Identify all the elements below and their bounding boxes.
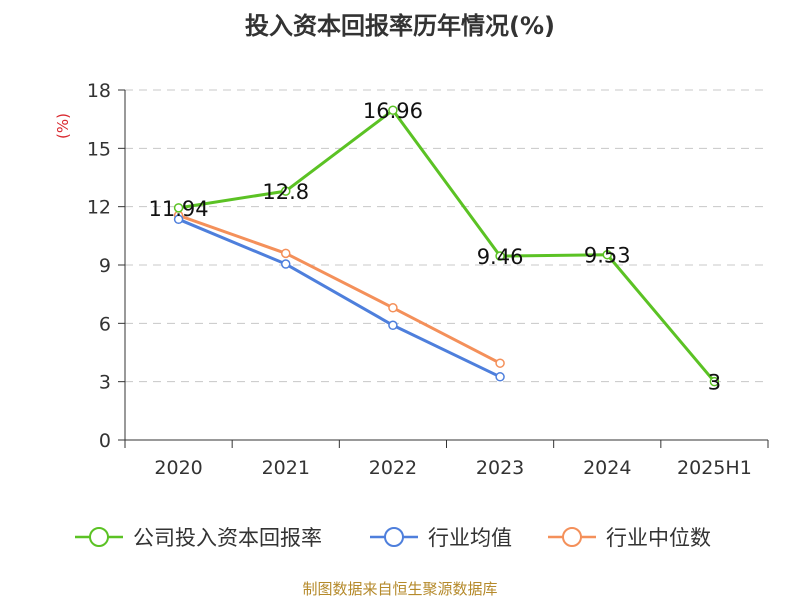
- series-line-2: [178, 214, 501, 365]
- legend-item-average: 行业均值: [370, 526, 512, 550]
- legend-item-company: 公司投入资本回报率: [75, 526, 322, 550]
- data-point-0-2: [388, 105, 398, 115]
- data-point-0-4: [602, 249, 612, 260]
- y-tick-label-6: 6: [99, 313, 111, 335]
- legend-marker-0: [89, 527, 109, 547]
- legend-label-2: 行业中位数: [606, 526, 711, 550]
- y-tick-label-9: 9: [99, 255, 111, 277]
- data-point-1-2: [388, 320, 398, 331]
- data-label-2023: 9.46: [477, 245, 524, 269]
- y-tick-label-0: 0: [99, 430, 111, 452]
- legend-marker-1: [384, 527, 404, 547]
- y-axis-label: (%): [54, 113, 72, 139]
- legend-marker-2: [562, 527, 582, 547]
- data-point-0-3: [495, 251, 505, 261]
- chart-title: 投入资本回报率历年情况(%): [245, 12, 555, 40]
- data-point-1-3: [495, 372, 505, 382]
- y-tick-label-15: 15: [87, 138, 111, 160]
- series-line-1: [178, 217, 501, 379]
- data-label-2025H1: 3: [708, 371, 721, 395]
- y-tick-label-18: 18: [87, 80, 111, 102]
- axes: 0 3 6 9 12 15 18 2020 2021 2022 2023 2024 2025H1: [87, 80, 769, 479]
- data-point-1-1: [281, 259, 291, 269]
- x-tick-label-2021: 2021: [262, 457, 310, 479]
- data-label-2021: 12.8: [262, 180, 309, 204]
- data-label-2020: 11.94: [149, 197, 209, 221]
- legend-item-median: 行业中位数: [548, 526, 711, 550]
- x-tick-label-2024: 2024: [583, 457, 631, 479]
- series-line-0: [178, 108, 716, 383]
- grid: [125, 89, 768, 383]
- x-tick-label-2025H1: 2025H1: [677, 457, 752, 479]
- data-point-0-0: [173, 203, 184, 213]
- source-note: 制图数据来自恒生聚源数据库: [302, 580, 498, 598]
- data-point-2-2: [388, 303, 398, 313]
- legend: 公司投入资本回报率 行业均值 行业中位数: [75, 526, 711, 550]
- data-point-1-0: [173, 214, 184, 225]
- series-layer: [173, 105, 720, 387]
- legend-label-0: 公司投入资本回报率: [133, 526, 322, 550]
- x-tick-label-2020: 2020: [154, 457, 202, 479]
- data-point-2-1: [281, 248, 291, 259]
- legend-label-1: 行业均值: [428, 526, 512, 550]
- data-point-2-3: [495, 358, 505, 368]
- data-label-2022: 16.96: [363, 99, 423, 123]
- y-tick-label-12: 12: [87, 197, 111, 219]
- x-tick-label-2023: 2023: [476, 457, 524, 479]
- x-tick-label-2022: 2022: [369, 457, 417, 479]
- data-point-0-5: [709, 376, 720, 387]
- y-tick-label-3: 3: [99, 372, 111, 394]
- data-label-2024: 9.53: [584, 244, 631, 268]
- data-point-0-1: [281, 186, 291, 196]
- labels-layer: 11.94 12.8 16.96 9.46 9.53 3: [149, 99, 722, 394]
